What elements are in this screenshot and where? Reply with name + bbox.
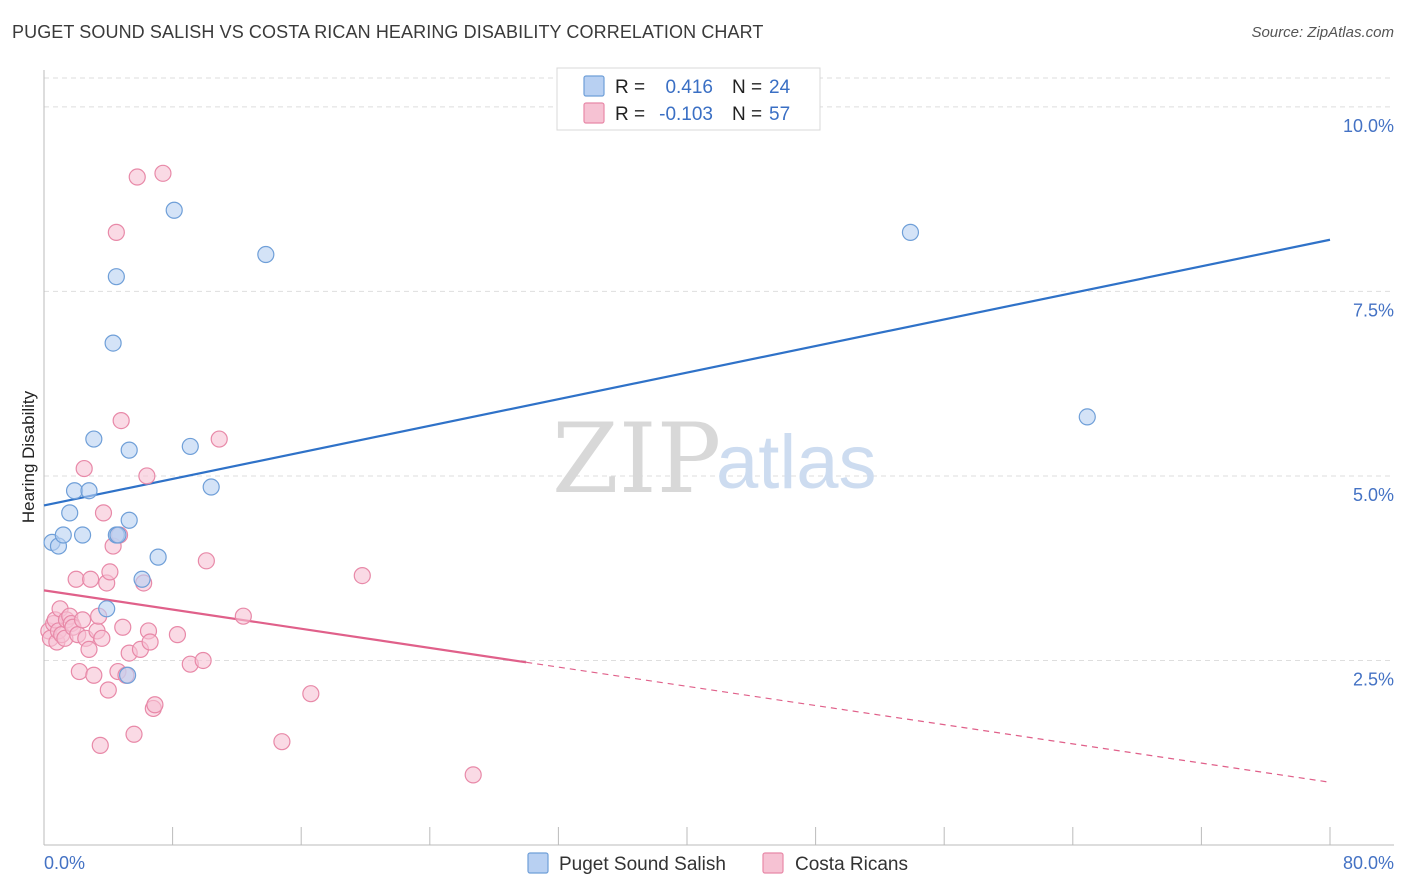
y-tick-label: 2.5% bbox=[1353, 669, 1394, 689]
point-puget bbox=[118, 666, 137, 684]
trend-line-costa-solid bbox=[43, 589, 527, 664]
point-puget bbox=[120, 511, 138, 529]
point-costa bbox=[82, 570, 100, 588]
point-costa bbox=[94, 504, 113, 522]
point-puget bbox=[257, 245, 275, 264]
x-tick-label-max: 80.0% bbox=[1343, 853, 1394, 873]
point-costa bbox=[154, 164, 172, 182]
grid-layer bbox=[44, 77, 1394, 661]
point-puget bbox=[98, 600, 116, 618]
legend-n-label-costa: N = bbox=[732, 104, 762, 125]
point-puget bbox=[104, 334, 122, 352]
bottom-legend-label-costa: Costa Ricans bbox=[795, 854, 908, 875]
point-costa bbox=[101, 563, 119, 581]
point-puget bbox=[901, 223, 920, 241]
legend-swatch-costa bbox=[583, 102, 605, 124]
x-tick-label-min: 0.0% bbox=[44, 853, 85, 873]
stats-legend: R = 0.416 N = 24 R = -0.103 N = 57 bbox=[556, 67, 821, 131]
y-tick-label: 10.0% bbox=[1343, 116, 1394, 136]
points-layer bbox=[40, 164, 1096, 784]
bottom-legend-swatch-puget bbox=[527, 852, 549, 874]
point-puget bbox=[54, 526, 72, 544]
watermark-zip: ZIP bbox=[552, 403, 721, 515]
bottom-legend-label-puget: Puget Sound Salish bbox=[559, 854, 726, 875]
point-costa bbox=[85, 666, 103, 684]
point-costa bbox=[146, 696, 164, 714]
point-puget bbox=[120, 441, 138, 459]
point-puget bbox=[80, 482, 98, 500]
legend-r-label-puget: R = bbox=[615, 77, 645, 98]
legend-n-label-puget: N = bbox=[732, 77, 762, 98]
point-costa bbox=[197, 552, 215, 570]
point-puget bbox=[65, 482, 84, 500]
point-puget bbox=[165, 201, 183, 219]
legend-r-label-costa: R = bbox=[615, 104, 645, 125]
trend-line-puget bbox=[43, 238, 1331, 507]
point-costa bbox=[168, 626, 187, 644]
axes-layer: 2.5% 5.0% 7.5% 10.0% bbox=[43, 70, 1394, 846]
watermark-atlas: atlas bbox=[716, 420, 877, 505]
point-costa bbox=[99, 681, 117, 699]
point-puget bbox=[1078, 408, 1096, 426]
legend-r-value-puget: 0.416 bbox=[665, 77, 713, 98]
point-puget bbox=[149, 548, 167, 566]
point-costa bbox=[194, 651, 212, 670]
legend-swatch-puget bbox=[583, 75, 605, 97]
point-costa bbox=[141, 633, 159, 651]
point-costa bbox=[353, 566, 371, 585]
point-puget bbox=[73, 526, 92, 544]
point-costa bbox=[80, 640, 98, 659]
point-costa bbox=[210, 430, 228, 448]
point-costa bbox=[112, 411, 130, 430]
point-costa bbox=[70, 662, 88, 681]
point-puget bbox=[61, 504, 79, 522]
point-puget bbox=[107, 268, 125, 286]
point-costa bbox=[73, 611, 92, 629]
point-puget bbox=[181, 437, 199, 456]
point-costa bbox=[107, 223, 125, 241]
point-costa bbox=[67, 570, 85, 588]
y-tick-label: 7.5% bbox=[1353, 300, 1394, 320]
point-puget bbox=[85, 430, 103, 448]
watermark: ZIP atlas bbox=[552, 403, 877, 515]
chart-title: PUGET SOUND SALISH VS COSTA RICAN HEARIN… bbox=[12, 22, 764, 42]
point-puget bbox=[133, 570, 151, 588]
y-axis-title: Hearing Disability bbox=[19, 390, 38, 523]
legend-r-value-costa: -0.103 bbox=[659, 104, 713, 125]
point-costa bbox=[75, 459, 93, 478]
bottom-legend-swatch-costa bbox=[762, 852, 784, 874]
trend-line-costa-dashed bbox=[526, 661, 1331, 783]
source-credit: Source: ZipAtlas.com bbox=[1251, 24, 1394, 41]
point-puget bbox=[109, 526, 127, 544]
point-costa bbox=[234, 607, 252, 625]
point-costa bbox=[464, 766, 482, 784]
legend-n-value-puget: 24 bbox=[769, 77, 791, 98]
point-costa bbox=[91, 736, 109, 754]
point-costa bbox=[302, 685, 320, 703]
y-tick-label: 5.0% bbox=[1353, 485, 1394, 505]
series-legend: Puget Sound Salish Costa Ricans bbox=[527, 852, 908, 875]
point-costa bbox=[93, 629, 111, 647]
point-puget bbox=[202, 478, 220, 496]
point-costa bbox=[138, 467, 156, 485]
point-costa bbox=[125, 725, 143, 743]
trend-layer bbox=[43, 238, 1331, 783]
point-costa bbox=[128, 168, 146, 186]
legend-n-value-costa: 57 bbox=[769, 104, 790, 125]
point-costa bbox=[273, 733, 291, 751]
point-costa bbox=[114, 618, 132, 636]
